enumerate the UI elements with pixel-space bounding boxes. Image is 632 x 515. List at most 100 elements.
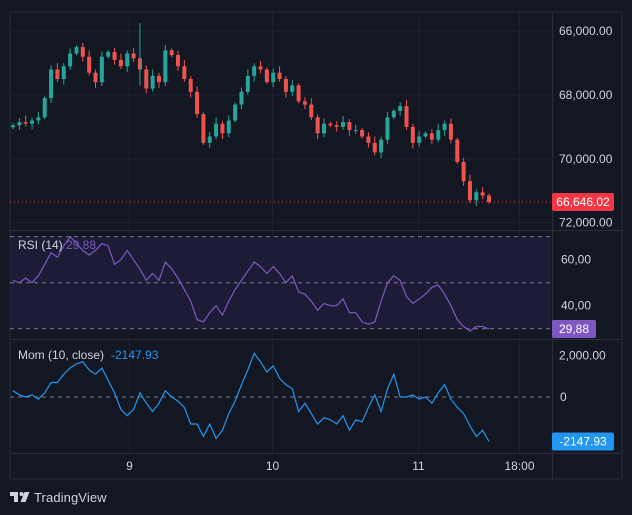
candle-body [106, 51, 111, 57]
candle-body [417, 136, 422, 143]
candle-body [118, 59, 123, 67]
tradingview-logo-icon [10, 492, 30, 502]
candle-body [49, 69, 54, 99]
candle-body [150, 75, 155, 89]
candle-body [309, 104, 314, 118]
rsi-line [12, 235, 490, 332]
last-price-badge [552, 193, 614, 212]
candle-body [112, 51, 117, 60]
candle-body [341, 122, 346, 127]
candle-body [379, 139, 384, 153]
candle-body [214, 123, 219, 137]
candle-body [156, 75, 161, 83]
price-axis-tick: 68,000.00 [559, 88, 613, 102]
candle-body [264, 69, 269, 83]
candle-body [334, 125, 339, 127]
candle-body [30, 120, 35, 124]
candle-body [474, 192, 479, 201]
candle-body [169, 50, 174, 56]
rsi-badge-label: 29,88 [559, 322, 589, 336]
candle-body [283, 79, 288, 92]
candle-body [360, 130, 365, 137]
candle-body [252, 66, 257, 76]
price-axis-tick: 72,000.00 [559, 216, 613, 230]
candle-body [80, 47, 85, 57]
candle-body [321, 123, 326, 134]
candle-body [17, 122, 22, 126]
tradingview-brand-text: TradingView [34, 489, 107, 505]
candle-body [347, 122, 352, 131]
price-axis-tick: 66,000.00 [559, 24, 613, 38]
candle-body [163, 50, 168, 83]
rsi-legend-value: 29.88 [66, 238, 96, 252]
candle-body [233, 104, 238, 121]
candle-body [74, 47, 79, 54]
candle-body [93, 72, 98, 83]
candle-body [271, 72, 276, 83]
candle-body [188, 79, 193, 92]
candle-body [239, 91, 244, 105]
candle-body [353, 130, 358, 132]
candle-body [442, 123, 447, 131]
candle-body [391, 110, 396, 118]
candle-body [290, 85, 295, 92]
last-price-label: 66,646.02 [556, 195, 610, 209]
candle-body [448, 123, 453, 140]
rsi-legend-title: RSI (14) [18, 238, 63, 252]
candle-body [36, 117, 41, 121]
candle-body [207, 136, 212, 143]
candle-body [87, 56, 92, 73]
candle-body [99, 56, 104, 83]
time-axis-tick: 9 [126, 459, 133, 473]
candle-body [455, 139, 460, 162]
candle-body [423, 133, 428, 137]
candle-body [258, 66, 263, 70]
candle-body [487, 195, 491, 203]
candle-body [23, 122, 28, 124]
candle-body [410, 126, 415, 143]
candle-body [61, 66, 66, 80]
candle-body [404, 106, 409, 127]
rsi-value-badge [552, 320, 596, 339]
candle-body [366, 136, 371, 143]
momentum-axis-tick: 0 [560, 390, 567, 404]
candle-body [144, 69, 149, 89]
candle-body [302, 101, 307, 105]
candle-body [201, 114, 206, 143]
candle-body [328, 123, 333, 126]
candle-body [245, 75, 250, 92]
momentum-badge-label: -2147.93 [559, 435, 607, 449]
candle-body [385, 117, 390, 140]
candle-body [429, 133, 434, 140]
candle-body [220, 123, 225, 134]
candle-body [176, 55, 181, 67]
momentum-value-badge [552, 432, 614, 451]
candle-body [467, 181, 472, 201]
candle-body [68, 53, 73, 67]
momentum-line [12, 352, 490, 442]
candle-body [296, 85, 301, 102]
candle-body [461, 161, 466, 182]
candle-body [195, 91, 200, 115]
candle-body [42, 98, 47, 118]
rsi-axis-tick: 40,00 [561, 299, 591, 313]
price-axis-tick: 70,000.00 [559, 152, 613, 166]
candle-body [277, 72, 282, 80]
candle-body [480, 192, 485, 196]
candle-body [226, 120, 231, 134]
momentum-legend-value: -2147.93 [111, 348, 159, 362]
candle-body [398, 106, 403, 111]
momentum-legend-title: Mom (10, close) [18, 348, 104, 362]
time-axis-tick: 18:00 [504, 459, 534, 473]
candle-body [131, 53, 136, 59]
candle-body [315, 117, 320, 134]
momentum-axis-tick: 2,000.00 [559, 349, 606, 363]
candle-body [11, 125, 15, 128]
candle-body [436, 130, 441, 140]
time-axis-tick: 10 [266, 459, 280, 473]
tradingview-branding[interactable]: TradingView [10, 488, 107, 506]
candle-body [55, 69, 60, 80]
candle-body [182, 66, 187, 80]
